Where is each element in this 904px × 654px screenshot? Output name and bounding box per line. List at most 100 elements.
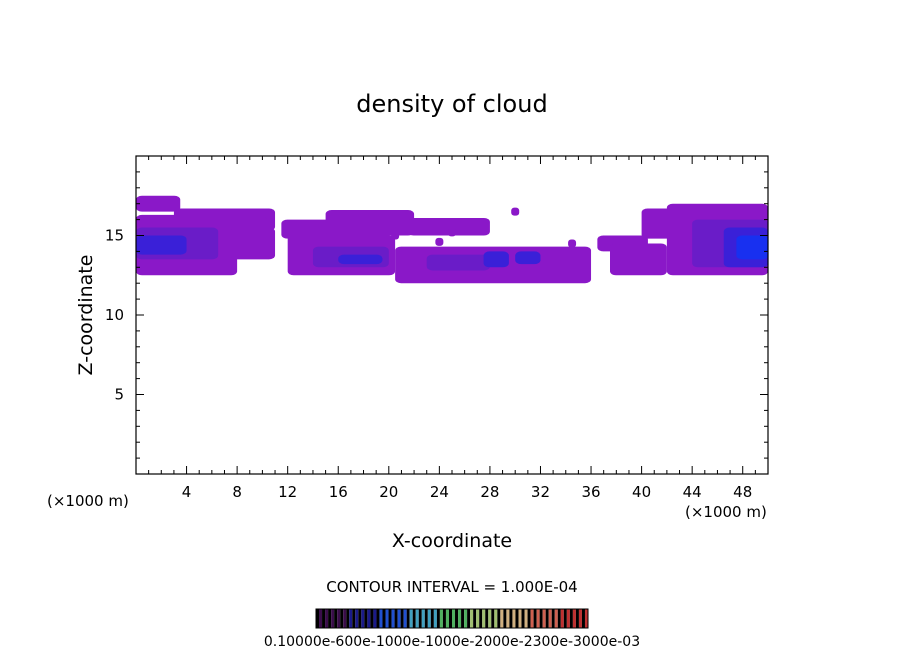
colorbar-cell-38 xyxy=(430,609,434,628)
cloud-speck-0 xyxy=(264,210,273,219)
colorbar-cell-35 xyxy=(421,609,425,628)
colorbar-cell-22 xyxy=(382,609,386,628)
cloud-speck-3 xyxy=(448,228,456,237)
cloud-band-17 xyxy=(610,243,667,276)
cloud-band-2 xyxy=(173,208,276,231)
colorbar-cell-39 xyxy=(433,609,437,628)
colorbar-cell-84 xyxy=(569,609,573,628)
colorbar-cell-28 xyxy=(400,609,404,628)
x-tick-label-20: 20 xyxy=(379,483,398,501)
colorbar-cell-37 xyxy=(427,609,431,628)
colorbar-cell-14 xyxy=(358,609,362,628)
colorbar-cell-87 xyxy=(578,609,582,628)
cloud-speck-1 xyxy=(391,231,400,240)
cloud-band-11 xyxy=(407,218,490,236)
colorbar-cell-59 xyxy=(494,609,498,628)
colorbar-cell-44 xyxy=(448,609,452,628)
colorbar-cell-25 xyxy=(391,609,395,628)
cloud-band-6 xyxy=(281,219,339,239)
contour-interval: CONTOUR INTERVAL = 1.000E-04 xyxy=(326,578,577,596)
colorbar-cell-69 xyxy=(524,609,528,628)
colorbar-cell-42 xyxy=(442,609,446,628)
colorbar-cell-16 xyxy=(364,609,368,628)
colorbar-cell-45 xyxy=(452,609,456,628)
x-tick-label-16: 16 xyxy=(329,483,348,501)
colorbar-cell-66 xyxy=(515,609,519,628)
y-axis-label: Z-coordinate xyxy=(75,255,97,376)
y-tick-label-5: 5 xyxy=(114,386,124,404)
colorbar-cell-68 xyxy=(521,609,525,628)
colorbar-cell-81 xyxy=(560,609,564,628)
cloud-band-14 xyxy=(483,251,509,268)
x-tick-label-48: 48 xyxy=(733,483,752,501)
colorbar-cell-85 xyxy=(572,609,576,628)
y-tick-label-15: 15 xyxy=(105,227,124,245)
colorbar-cell-88 xyxy=(581,609,585,628)
colorbar-cell-50 xyxy=(467,609,471,628)
colorbar-cell-32 xyxy=(412,609,416,628)
colorbar-cell-60 xyxy=(497,609,501,628)
cloud-speck-6 xyxy=(612,237,621,246)
colorbar-cell-51 xyxy=(470,609,474,628)
colorbar-cell-79 xyxy=(554,609,558,628)
colorbar-cell-10 xyxy=(346,609,350,628)
colorbar-cell-40 xyxy=(436,609,440,628)
colorbar-cell-43 xyxy=(445,609,449,628)
plot-area xyxy=(135,155,769,475)
x-unit-left: (×1000 m) xyxy=(47,492,129,510)
colorbar-cell-89 xyxy=(584,609,588,628)
x-tick-label-8: 8 xyxy=(232,483,242,501)
colorbar-cell-20 xyxy=(376,609,380,628)
colorbar-cell-6 xyxy=(334,609,338,628)
colorbar-cell-7 xyxy=(337,609,341,628)
colorbar-cell-11 xyxy=(349,609,353,628)
colorbar-cell-9 xyxy=(343,609,347,628)
colorbar-cell-33 xyxy=(415,609,419,628)
colorbar-cell-12 xyxy=(352,609,356,628)
colorbar-cell-65 xyxy=(512,609,516,628)
cloud-band-0 xyxy=(136,195,181,212)
y-tick-label-10: 10 xyxy=(105,306,124,324)
cloud-speck-5 xyxy=(568,239,577,248)
colorbar-cell-24 xyxy=(388,609,392,628)
x-tick-label-4: 4 xyxy=(182,483,192,501)
colorbar-cell-36 xyxy=(424,609,428,628)
colorbar-cell-52 xyxy=(473,609,477,628)
colorbar-cell-1 xyxy=(319,609,323,628)
colorbar-cell-54 xyxy=(479,609,483,628)
colorbar-cell-2 xyxy=(322,609,326,628)
cloud-band-5 xyxy=(136,235,187,255)
colorbar-cell-55 xyxy=(482,609,486,628)
colorbar-cell-0 xyxy=(316,609,320,628)
cloud-band-3 xyxy=(230,227,276,260)
colorbar-cell-3 xyxy=(325,609,329,628)
colorbar-cell-77 xyxy=(548,609,552,628)
colorbar-cell-23 xyxy=(385,609,389,628)
colorbar-labels: 0.10000e-600e-1000e-1000e-2000e-2300e-30… xyxy=(264,634,640,650)
colorbar-cell-74 xyxy=(539,609,543,628)
cloud-band-13 xyxy=(426,254,490,271)
colorbar-cell-27 xyxy=(397,609,401,628)
colorbar-cell-62 xyxy=(503,609,507,628)
colorbar-cell-30 xyxy=(406,609,410,628)
colorbar-cell-70 xyxy=(527,609,531,628)
x-tick-label-44: 44 xyxy=(683,483,702,501)
cloud-band-10 xyxy=(338,254,383,265)
cloud-field xyxy=(136,195,768,284)
colorbar-cell-82 xyxy=(563,609,567,628)
colorbar-cell-17 xyxy=(367,609,371,628)
x-tick-label-36: 36 xyxy=(581,483,600,501)
colorbar-cell-46 xyxy=(455,609,459,628)
colorbar-frame xyxy=(315,608,589,629)
colorbar-cell-4 xyxy=(328,609,332,628)
colorbar-cell-48 xyxy=(461,609,465,628)
y-tick-labels: 5 10 15 xyxy=(105,227,124,404)
colorbar-cell-75 xyxy=(542,609,546,628)
colorbar-cell-49 xyxy=(464,609,468,628)
x-unit-right: (×1000 m) xyxy=(685,503,767,521)
colorbar-cell-64 xyxy=(509,609,513,628)
chart-title: density of cloud xyxy=(356,90,547,118)
colorbar-cell-29 xyxy=(403,609,407,628)
colorbar-cell-26 xyxy=(394,609,398,628)
